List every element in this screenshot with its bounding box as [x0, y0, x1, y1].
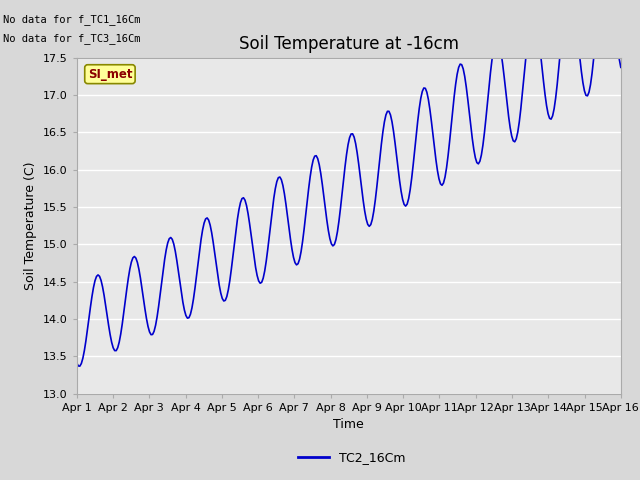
Text: SI_met: SI_met [88, 68, 132, 81]
Y-axis label: Soil Temperature (C): Soil Temperature (C) [24, 161, 38, 290]
Title: Soil Temperature at -16cm: Soil Temperature at -16cm [239, 35, 459, 53]
Legend: TC2_16Cm: TC2_16Cm [293, 446, 411, 469]
Text: No data for f_TC3_16Cm: No data for f_TC3_16Cm [3, 33, 141, 44]
Text: No data for f_TC1_16Cm: No data for f_TC1_16Cm [3, 13, 141, 24]
X-axis label: Time: Time [333, 418, 364, 431]
